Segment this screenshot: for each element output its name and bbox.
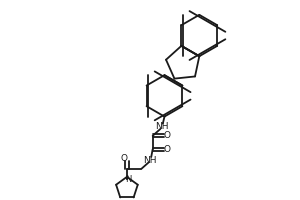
Text: O: O (121, 154, 128, 163)
Text: O: O (163, 131, 170, 140)
Text: NH: NH (155, 122, 169, 131)
Text: O: O (163, 145, 170, 154)
Text: NH: NH (143, 156, 157, 165)
Text: N: N (125, 175, 131, 184)
